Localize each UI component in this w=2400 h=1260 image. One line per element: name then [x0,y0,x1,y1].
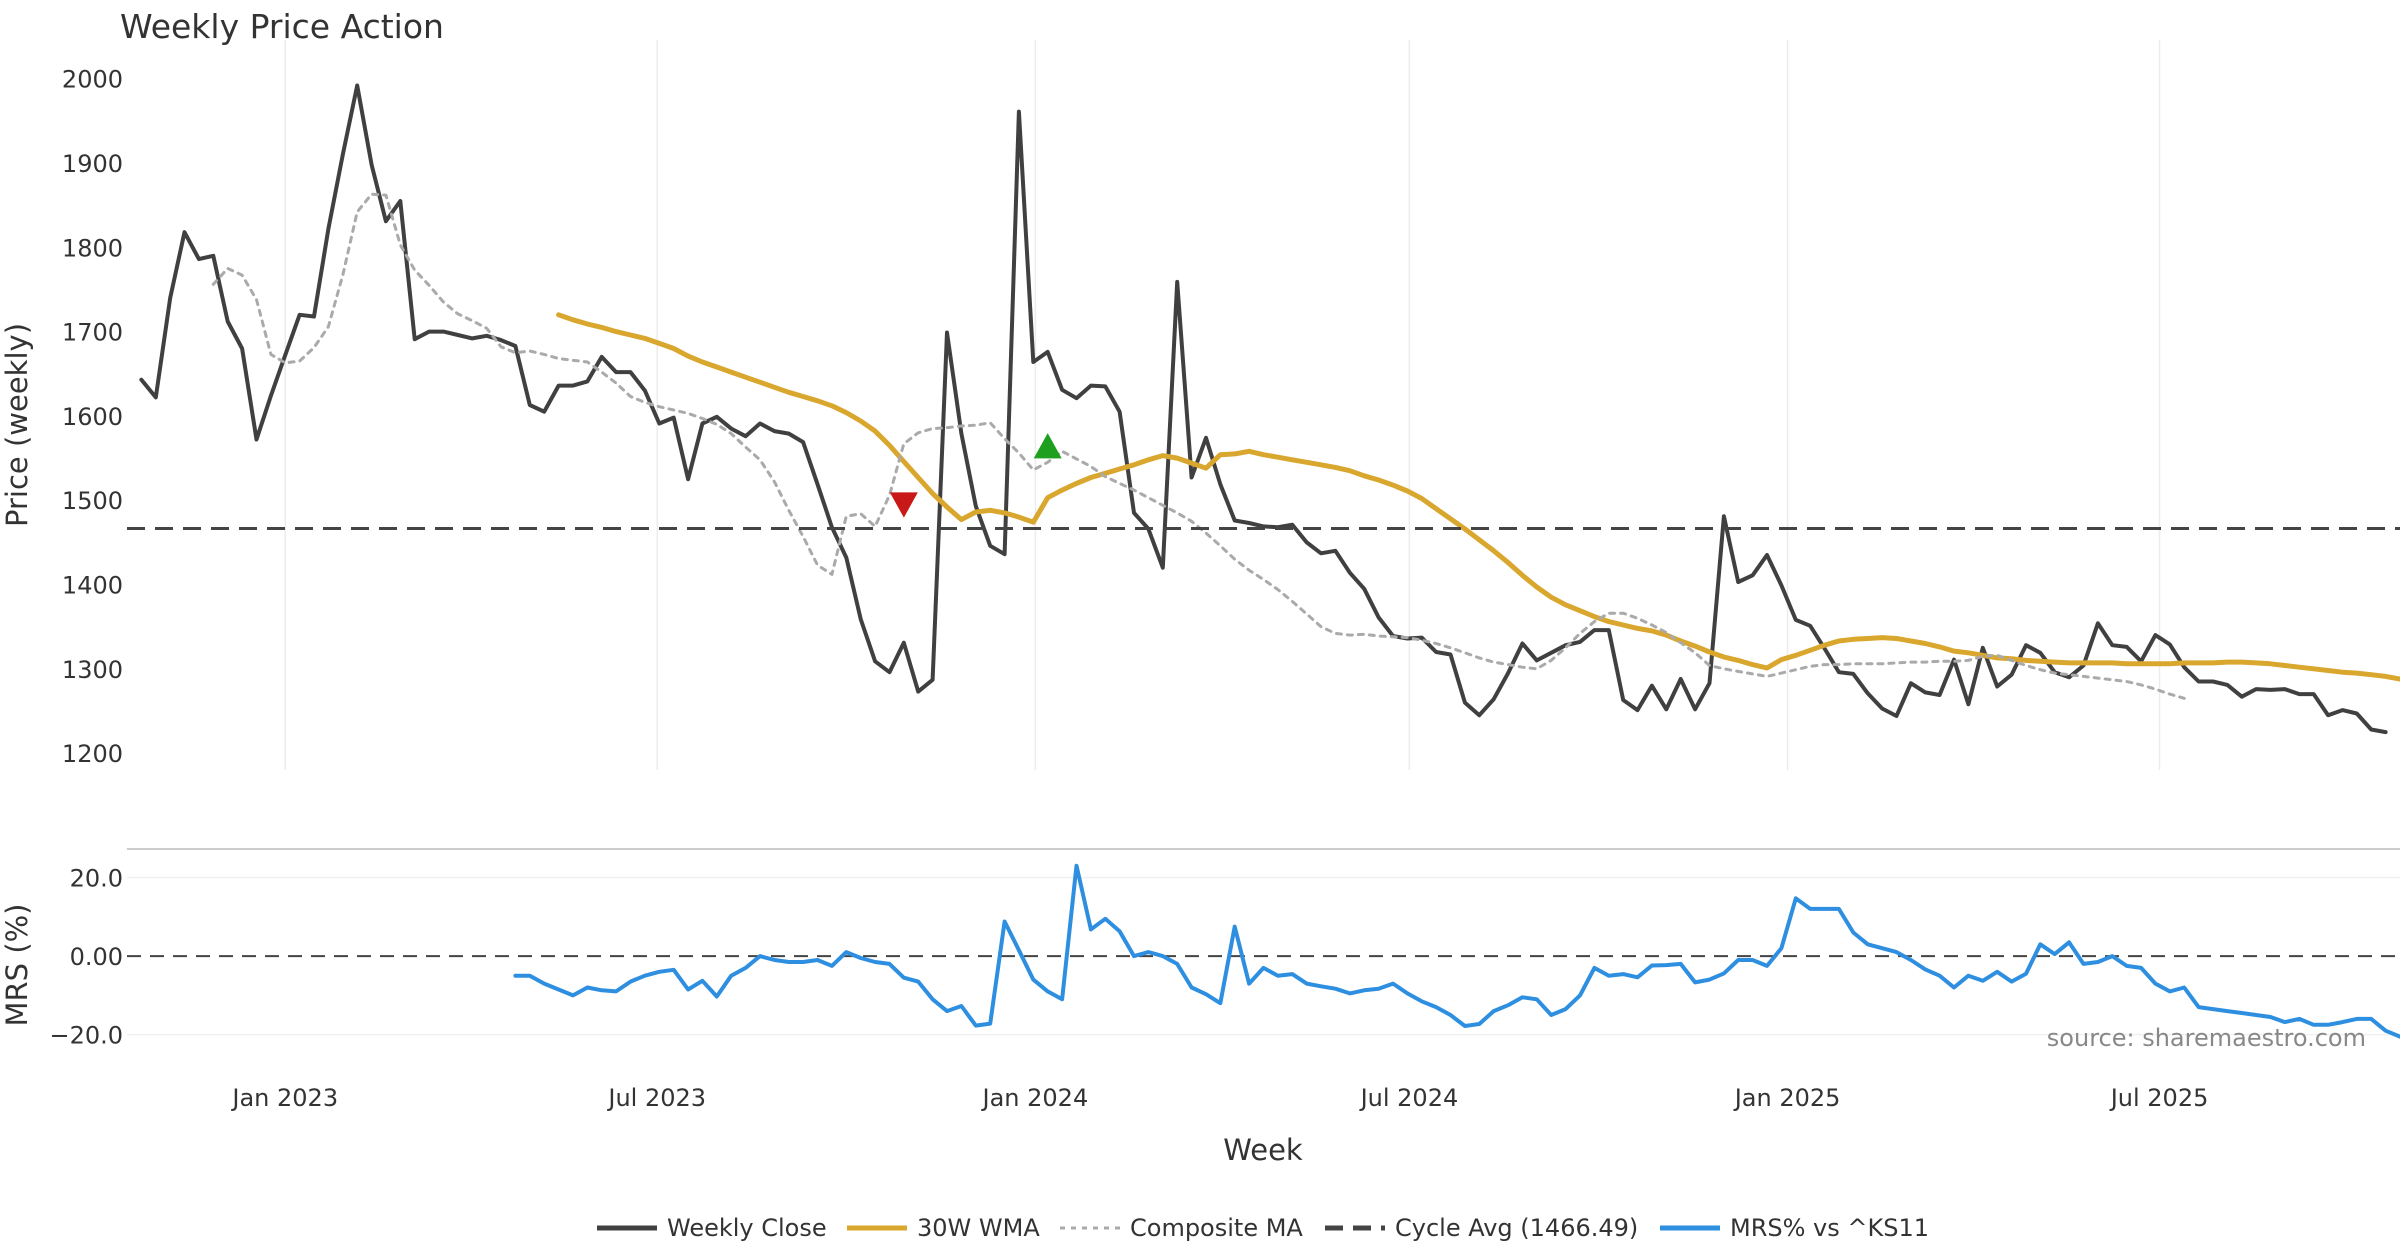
series-30w-wma [556,312,2400,682]
x-tick-label: Jan 2024 [981,1084,1089,1112]
price-panel: 1200 1300 1400 1500 1600 1700 1800 1900 2000 Pri… [0,40,2400,770]
mrs-y-tick: 0.00 [70,943,123,971]
legend-label-mrs-vs-ks11: MRS% vs ^KS11 [1730,1214,1929,1242]
x-tick-label: Jan 2023 [230,1084,338,1112]
price-y-tick: 1500 [62,487,123,515]
sell-marker [889,492,918,518]
x-tick-labels: Jan 2023 Jul 2023 Jan 2024 Jul 2024 Jan 2025… [230,1084,2208,1112]
price-series-group [127,83,2400,735]
mrs-y-axis-label: MRS (%) [0,904,34,1027]
price-y-tick: 1700 [62,319,123,347]
series-weekly-close [139,83,2388,735]
price-y-tick-labels: 1200 1300 1400 1500 1600 1700 1800 1900 2000 [62,66,123,768]
price-y-tick: 1400 [62,572,123,600]
source-annotation: source: sharemaestro.com [2047,1024,2366,1052]
legend: Weekly Close 30W WMA Composite MA Cycle Avg… [597,1214,1929,1242]
x-tick-label: Jan 2025 [1733,1084,1841,1112]
legend-label-composite-ma: Composite MA [1130,1214,1303,1242]
price-y-tick: 1600 [62,403,123,431]
buy-marker [1033,433,1062,459]
mrs-y-tick: −20.0 [49,1022,123,1050]
price-y-tick: 1300 [62,656,123,684]
mrs-y-gridlines [127,876,2400,1036]
chart-title: Weekly Price Action [120,7,444,46]
signal-markers [889,433,1062,518]
price-y-axis-label: Price (weekly) [0,323,34,527]
mrs-y-tick-labels: 20.0 0.00 −20.0 [49,865,123,1050]
mrs-y-tick: 20.0 [70,865,123,893]
series-mrs-vs-ks11 [513,863,2400,1039]
price-y-tick: 1800 [62,234,123,262]
x-axis-label: Week [1223,1133,1303,1167]
mrs-series-group [513,863,2400,1039]
series-composite-ma [211,192,2186,700]
mrs-panel: 20.0 0.00 −20.0 MRS (%) source: sharemaest… [0,848,2400,1052]
legend-label-cycle-avg-1466-49: Cycle Avg (1466.49) [1395,1214,1638,1242]
price-y-tick: 1900 [62,150,123,178]
x-tick-label: Jul 2024 [1359,1084,1459,1112]
price-x-gridlines [284,40,2161,770]
price-y-tick: 2000 [62,66,123,94]
x-tick-label: Jul 2023 [606,1084,706,1112]
price-y-tick: 1200 [62,740,123,768]
legend-label-weekly-close: Weekly Close [667,1214,827,1242]
legend-label-30w-wma: 30W WMA [917,1214,1040,1242]
x-tick-label: Jul 2025 [2109,1084,2209,1112]
